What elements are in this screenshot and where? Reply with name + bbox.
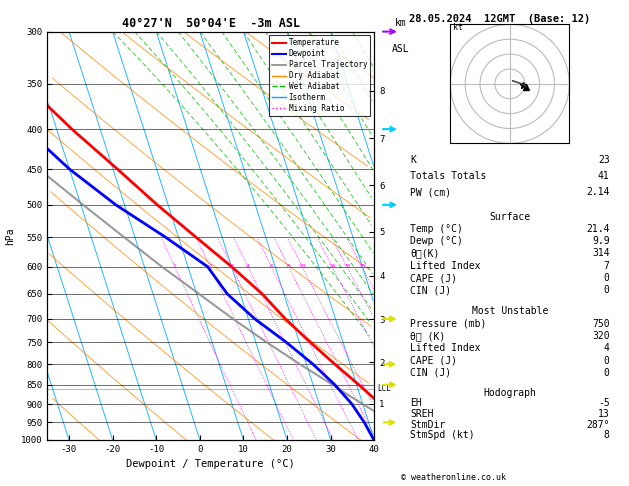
Text: StmDir: StmDir — [410, 420, 445, 430]
Text: 2.14: 2.14 — [586, 187, 610, 197]
Text: θᴀ(K): θᴀ(K) — [410, 248, 440, 259]
Text: ASL: ASL — [392, 44, 409, 54]
Text: Lifted Index: Lifted Index — [410, 261, 481, 271]
Text: 6: 6 — [269, 264, 273, 269]
Text: CAPE (J): CAPE (J) — [410, 273, 457, 283]
Text: StmSpd (kt): StmSpd (kt) — [410, 430, 475, 440]
Text: Pressure (mb): Pressure (mb) — [410, 319, 486, 329]
Text: CIN (J): CIN (J) — [410, 368, 451, 378]
Text: 750: 750 — [592, 319, 610, 329]
Text: 23: 23 — [598, 156, 610, 165]
Text: © weatheronline.co.uk: © weatheronline.co.uk — [401, 473, 506, 482]
Text: km: km — [394, 17, 406, 28]
Text: 0: 0 — [604, 356, 610, 365]
Text: 16: 16 — [328, 264, 336, 269]
Text: 21.4: 21.4 — [586, 224, 610, 234]
Text: PW (cm): PW (cm) — [410, 187, 451, 197]
Text: K: K — [410, 156, 416, 165]
Text: 9.9: 9.9 — [592, 236, 610, 246]
Text: 28.05.2024  12GMT  (Base: 12): 28.05.2024 12GMT (Base: 12) — [409, 14, 591, 24]
Text: 4: 4 — [604, 343, 610, 353]
Title: 40°27'N  50°04'E  -3m ASL: 40°27'N 50°04'E -3m ASL — [121, 17, 300, 31]
Text: 2: 2 — [208, 264, 212, 269]
Text: Totals Totals: Totals Totals — [410, 172, 486, 181]
Text: Most Unstable: Most Unstable — [472, 306, 548, 316]
Text: 4: 4 — [246, 264, 250, 269]
Text: 0: 0 — [604, 285, 610, 295]
Text: 3: 3 — [230, 264, 233, 269]
Text: Hodograph: Hodograph — [483, 388, 537, 398]
Text: 287°: 287° — [586, 420, 610, 430]
Text: 0: 0 — [604, 273, 610, 283]
Text: 41: 41 — [598, 172, 610, 181]
Text: CAPE (J): CAPE (J) — [410, 356, 457, 365]
Text: -5: -5 — [598, 399, 610, 408]
Text: 25: 25 — [358, 264, 365, 269]
Text: θᴀ (K): θᴀ (K) — [410, 331, 445, 341]
Text: CIN (J): CIN (J) — [410, 285, 451, 295]
Text: 7: 7 — [604, 261, 610, 271]
Text: kt: kt — [454, 23, 463, 32]
Text: 320: 320 — [592, 331, 610, 341]
Text: Dewp (°C): Dewp (°C) — [410, 236, 463, 246]
Y-axis label: hPa: hPa — [5, 227, 15, 244]
Text: SREH: SREH — [410, 409, 433, 419]
Text: 10: 10 — [299, 264, 306, 269]
Text: 13: 13 — [598, 409, 610, 419]
Legend: Temperature, Dewpoint, Parcel Trajectory, Dry Adiabat, Wet Adiabat, Isotherm, Mi: Temperature, Dewpoint, Parcel Trajectory… — [269, 35, 370, 116]
X-axis label: Dewpoint / Temperature (°C): Dewpoint / Temperature (°C) — [126, 459, 295, 469]
Text: 20: 20 — [343, 264, 350, 269]
Text: 1: 1 — [173, 264, 177, 269]
Text: Surface: Surface — [489, 211, 530, 222]
Text: 0: 0 — [604, 368, 610, 378]
Text: 314: 314 — [592, 248, 610, 259]
Text: EH: EH — [410, 399, 421, 408]
Text: LCL: LCL — [377, 384, 391, 393]
Text: 8: 8 — [287, 264, 291, 269]
Text: 8: 8 — [604, 430, 610, 440]
Text: Lifted Index: Lifted Index — [410, 343, 481, 353]
Text: Temp (°C): Temp (°C) — [410, 224, 463, 234]
